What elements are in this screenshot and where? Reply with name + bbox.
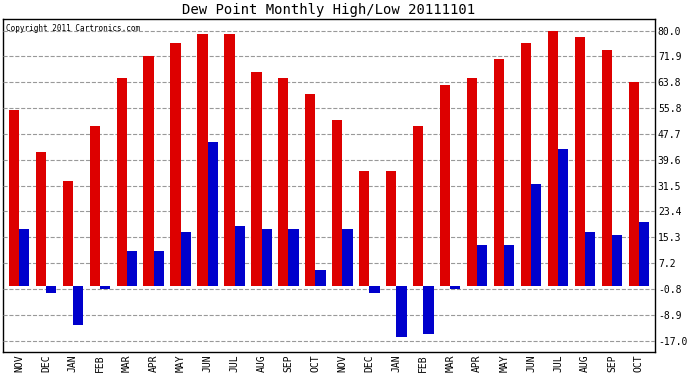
Bar: [612, 235, 622, 286]
Bar: [440, 85, 450, 286]
Bar: [262, 229, 272, 286]
Bar: [46, 286, 56, 292]
Title: Dew Point Monthly High/Low 20111101: Dew Point Monthly High/Low 20111101: [182, 3, 475, 17]
Bar: [170, 43, 181, 286]
Text: Copyright 2011 Cartronics.com: Copyright 2011 Cartronics.com: [6, 24, 140, 33]
Bar: [9, 111, 19, 286]
Bar: [450, 286, 460, 290]
Bar: [396, 286, 406, 338]
Bar: [521, 43, 531, 286]
Bar: [602, 50, 612, 286]
Bar: [477, 245, 487, 286]
Bar: [332, 120, 342, 286]
Bar: [504, 245, 514, 286]
Bar: [639, 222, 649, 286]
Bar: [467, 78, 477, 286]
Bar: [154, 251, 164, 286]
Bar: [197, 34, 208, 286]
Bar: [224, 34, 235, 286]
Bar: [386, 171, 396, 286]
Bar: [342, 229, 353, 286]
Bar: [117, 78, 127, 286]
Bar: [208, 142, 218, 286]
Bar: [251, 72, 262, 286]
Bar: [100, 286, 110, 290]
Bar: [558, 149, 569, 286]
Bar: [494, 59, 504, 286]
Bar: [36, 152, 46, 286]
Bar: [127, 251, 137, 286]
Bar: [235, 225, 245, 286]
Bar: [315, 270, 326, 286]
Bar: [19, 229, 29, 286]
Bar: [181, 232, 191, 286]
Bar: [144, 56, 154, 286]
Bar: [63, 181, 73, 286]
Bar: [90, 126, 100, 286]
Bar: [531, 184, 542, 286]
Bar: [413, 126, 423, 286]
Bar: [288, 229, 299, 286]
Bar: [585, 232, 595, 286]
Bar: [575, 37, 585, 286]
Bar: [423, 286, 433, 334]
Bar: [73, 286, 83, 325]
Bar: [369, 286, 380, 292]
Bar: [548, 30, 558, 286]
Bar: [278, 78, 288, 286]
Bar: [359, 171, 369, 286]
Bar: [305, 94, 315, 286]
Bar: [629, 82, 639, 286]
